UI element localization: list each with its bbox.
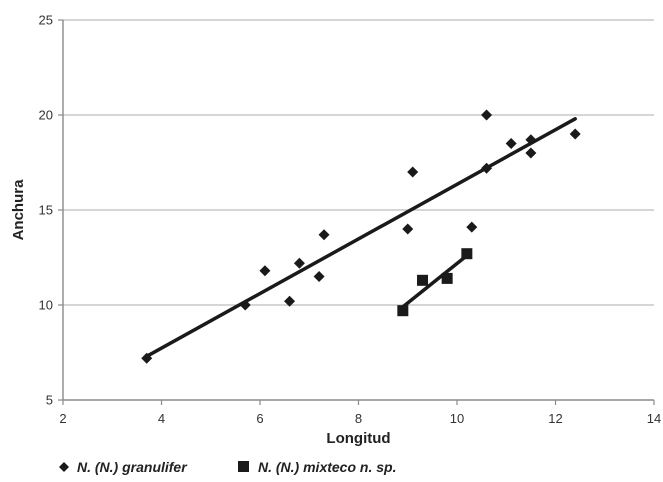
y-tick-label: 20 (39, 108, 53, 123)
legend: N. (N.) granulifer N. (N.) mixteco n. sp… (59, 459, 396, 475)
x-tick-label: 6 (256, 411, 263, 426)
data-point-granulifer (407, 166, 419, 178)
data-point-granulifer (239, 299, 251, 311)
x-tick-label: 2 (59, 411, 66, 426)
x-tick-label: 8 (355, 411, 362, 426)
data-point-mixteco (397, 305, 409, 317)
data-point-mixteco (461, 248, 473, 260)
data-point-granulifer (505, 138, 517, 149)
y-tick-label: 15 (39, 203, 53, 218)
data-point-mixteco (417, 274, 429, 286)
trendline-mixteco (401, 253, 469, 309)
data-point-granulifer (481, 162, 493, 174)
gridlines (63, 19, 654, 306)
trendlines (144, 117, 577, 359)
x-tick-label: 12 (548, 411, 562, 426)
data-points (141, 109, 581, 364)
data-point-granulifer (525, 134, 537, 146)
data-point-granulifer (569, 128, 581, 140)
data-point-granulifer (141, 352, 153, 364)
trendline-granulifer (144, 117, 577, 359)
legend-label-mixteco: N. (N.) mixteco n. sp. (258, 459, 396, 475)
y-tick-label: 10 (39, 298, 53, 313)
data-point-granulifer (318, 229, 330, 241)
x-tick-label: 14 (647, 411, 661, 426)
data-point-granulifer (259, 265, 271, 277)
axes (58, 19, 655, 405)
data-point-granulifer (313, 271, 325, 282)
legend-marker-granulifer (59, 462, 69, 472)
tick-labels: 5 10 15 20 25 2 4 6 8 10 12 14 (39, 13, 662, 427)
x-axis-title: Longitud (326, 430, 390, 447)
data-point-granulifer (481, 109, 493, 121)
legend-label-granulifer: N. (N.) granulifer (77, 459, 188, 475)
data-point-granulifer (293, 257, 305, 269)
y-tick-label: 5 (46, 393, 53, 408)
data-point-granulifer (402, 223, 414, 235)
x-tick-label: 4 (158, 411, 165, 426)
data-point-granulifer (466, 221, 478, 233)
y-tick-label: 25 (39, 13, 53, 28)
y-axis-title: Anchura (10, 179, 27, 241)
legend-marker-mixteco (238, 461, 249, 472)
data-point-mixteco (441, 272, 453, 284)
data-point-granulifer (284, 295, 296, 307)
x-tick-label: 10 (450, 411, 464, 426)
data-point-granulifer (525, 147, 537, 159)
